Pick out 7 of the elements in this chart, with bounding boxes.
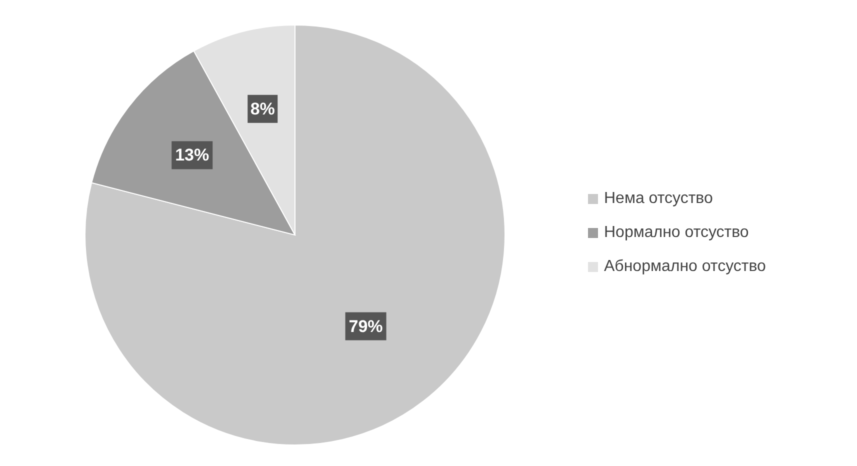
data-label: 13%: [175, 146, 210, 165]
legend-label: Нормално отсуство: [604, 223, 749, 243]
pie-slice: [84, 24, 506, 446]
legend-label: Нема отсуство: [604, 189, 713, 209]
legend-label: Абнормално отсуство: [604, 257, 766, 277]
data-label: 8%: [250, 99, 275, 118]
data-label: 79%: [348, 316, 383, 336]
